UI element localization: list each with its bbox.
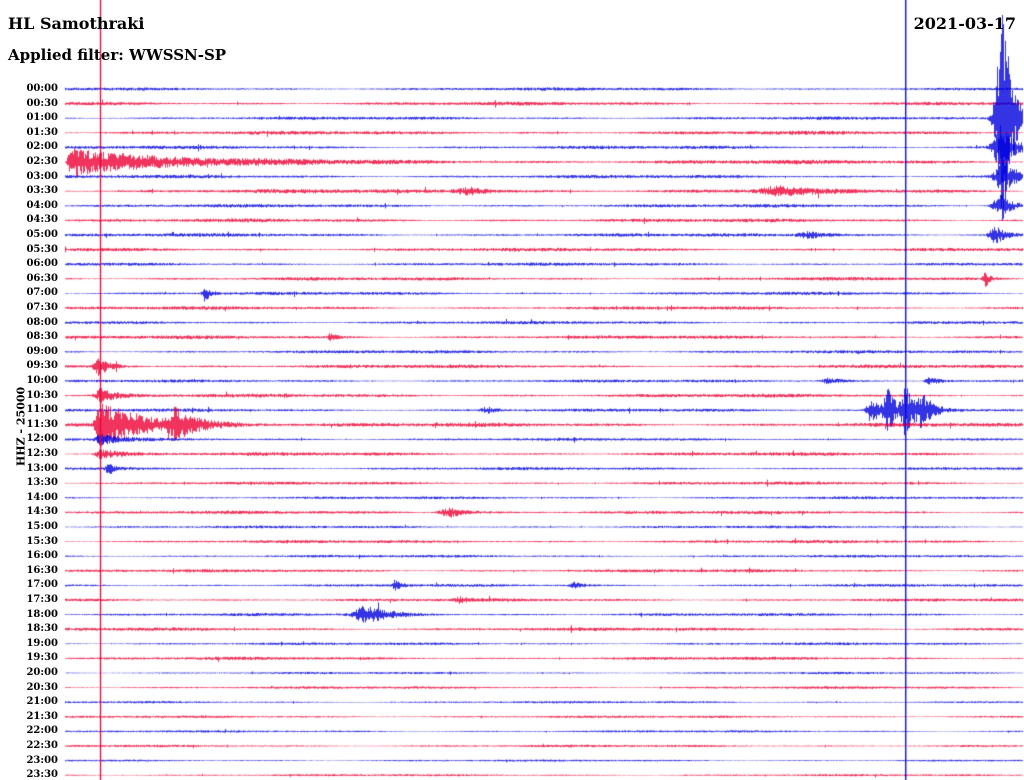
time-label: 05:30: [26, 243, 58, 255]
time-label: 07:00: [26, 287, 58, 299]
time-label: 06:00: [26, 258, 58, 270]
time-label: 08:30: [26, 331, 58, 343]
time-label: 09:00: [26, 345, 58, 357]
time-label: 18:30: [26, 623, 58, 635]
time-label: 22:00: [26, 725, 58, 737]
time-label: 16:00: [26, 550, 58, 562]
time-label: 12:00: [26, 433, 58, 445]
applied-filter-label: Applied filter: WWSSN-SP: [8, 46, 227, 64]
time-label: 03:30: [26, 185, 58, 197]
time-label: 22:30: [26, 740, 58, 751]
time-label: 21:00: [26, 696, 58, 708]
time-label: 18:00: [26, 608, 58, 620]
time-label: 00:00: [26, 83, 58, 94]
time-label: 04:30: [26, 214, 58, 226]
time-label: 02:30: [26, 156, 58, 167]
time-label: 14:30: [26, 506, 58, 518]
time-label: 09:30: [26, 360, 58, 372]
time-label: 10:30: [26, 389, 58, 401]
time-label: 20:00: [26, 667, 58, 678]
time-label: 01:30: [26, 126, 58, 138]
time-label: 10:00: [26, 375, 58, 386]
time-label: 20:30: [26, 681, 58, 693]
time-label: 21:30: [26, 710, 58, 722]
time-label: 06:30: [26, 272, 58, 284]
date-label: 2021-03-17: [913, 14, 1016, 33]
time-label: 13:30: [26, 477, 58, 489]
time-label: 08:00: [26, 316, 58, 328]
time-label: 15:00: [26, 521, 58, 532]
time-label: 02:00: [26, 141, 58, 153]
time-label: 16:30: [26, 564, 58, 576]
time-label: 00:30: [26, 97, 58, 109]
time-label: 11:30: [26, 418, 58, 430]
time-label: 05:00: [26, 229, 58, 240]
time-label: 07:30: [26, 302, 58, 313]
time-label: 01:00: [26, 112, 58, 124]
time-label: 19:30: [26, 652, 58, 664]
time-label: 03:00: [26, 170, 58, 182]
time-label: 23:30: [26, 769, 58, 780]
time-label: 11:00: [26, 404, 58, 416]
time-label: 17:30: [26, 594, 58, 605]
time-label: 17:00: [26, 579, 58, 591]
station-name: HL Samothraki: [8, 14, 145, 33]
time-label: 12:30: [26, 448, 58, 459]
time-label: 14:00: [26, 491, 58, 503]
time-label: 15:30: [26, 535, 58, 547]
time-label: 04:00: [26, 199, 58, 211]
time-label: 23:00: [26, 754, 58, 766]
channel-scale-label: HHZ - 25000: [14, 386, 28, 467]
time-label: 13:00: [26, 462, 58, 474]
time-label: 19:00: [26, 637, 58, 649]
